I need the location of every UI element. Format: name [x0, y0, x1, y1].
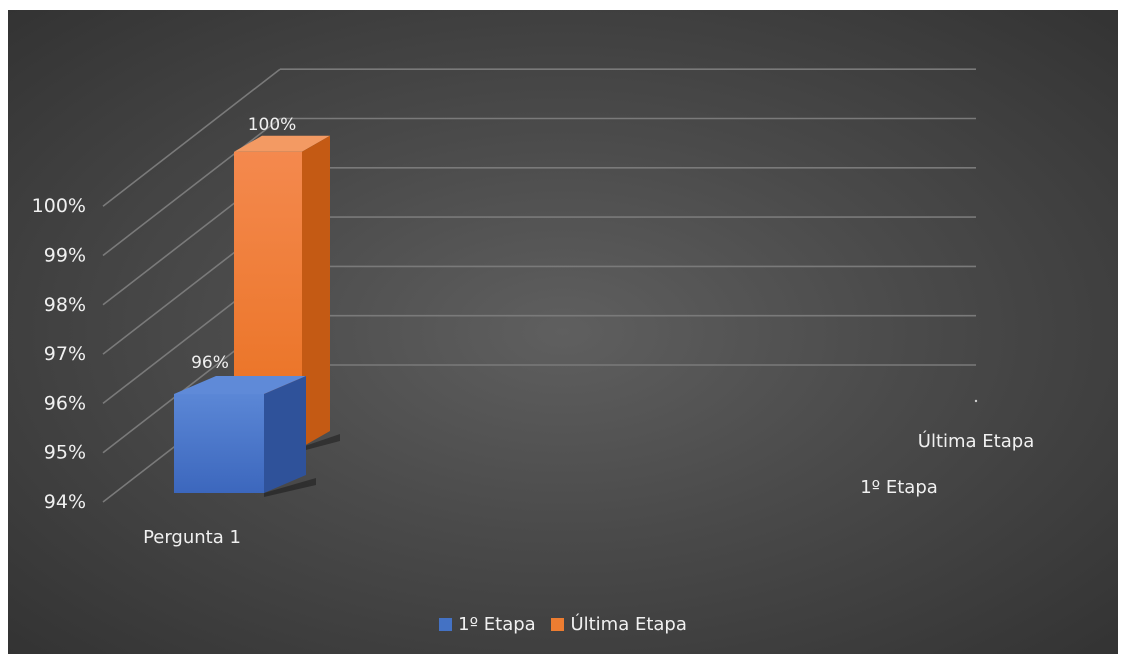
- bar-side-0: [264, 376, 306, 493]
- bar-top-1: [234, 135, 330, 152]
- y-tick-label: 98%: [44, 294, 86, 316]
- gridline-side: [102, 117, 281, 257]
- axis-end-marker: [974, 399, 978, 403]
- chart-area: 94% 95% 96% 97% 98% 99% 100% 100% 96% Pergunta …: [8, 10, 1118, 654]
- legend-item-ultima-etapa: Última Etapa: [551, 614, 687, 635]
- y-tick-label: 100%: [32, 195, 86, 217]
- legend-label-1a-etapa: 1º Etapa: [458, 614, 536, 635]
- bar-top-0: [174, 376, 306, 394]
- bar-shadow: [302, 434, 340, 451]
- bar-shadow: [264, 478, 316, 497]
- bar-side-1: [302, 135, 330, 448]
- category-label: Pergunta 1: [143, 527, 241, 548]
- y-tick-label: 94%: [44, 491, 86, 513]
- depth-label-1a-etapa: 1º Etapa: [860, 477, 938, 498]
- y-tick-label: 95%: [44, 442, 86, 464]
- data-label: 96%: [191, 353, 229, 373]
- bar-front-0: [174, 394, 264, 493]
- y-tick-label: 97%: [44, 343, 86, 365]
- y-tick-label: 99%: [44, 245, 86, 267]
- chart-plot: 94% 95% 96% 97% 98% 99% 100% 100% 96% Pergunta …: [32, 68, 1034, 548]
- legend: 1º Etapa Última Etapa: [8, 614, 1118, 636]
- legend-swatch-ultima-etapa: [551, 618, 565, 631]
- legend-swatch-1a-etapa: [439, 618, 453, 631]
- gridline-side: [102, 68, 281, 207]
- data-label: 100%: [248, 115, 297, 135]
- legend-item-1a-etapa: 1º Etapa: [439, 614, 536, 635]
- y-tick-label: 96%: [44, 392, 86, 414]
- depth-label-ultima-etapa: Última Etapa: [918, 430, 1034, 452]
- legend-label-ultima-etapa: Última Etapa: [570, 614, 687, 635]
